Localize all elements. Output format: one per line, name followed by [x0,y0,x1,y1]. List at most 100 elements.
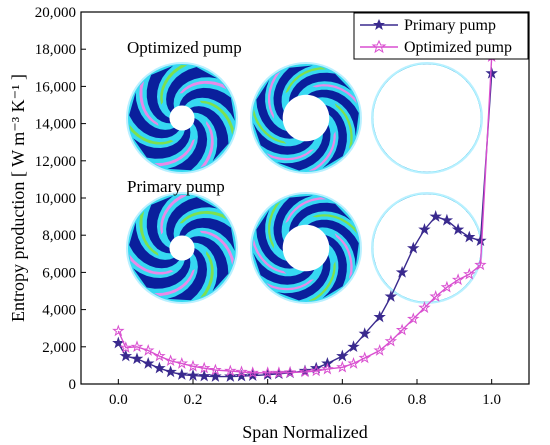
data-point-primary [175,368,189,380]
impeller-blade-highlight [285,197,327,224]
data-point-primary [112,336,125,349]
data-point-optimized [298,365,312,378]
data-point-primary [485,66,498,79]
y-tick-label: 10,000 [35,191,76,207]
impeller-disc [126,192,238,304]
data-point-optimized [384,334,398,347]
y-axis-title: Entropy production [ W m⁻³ K⁻¹ ] [8,74,28,322]
impeller-blade-passage [307,219,359,267]
data-point-primary [373,310,386,323]
series-layer [112,50,498,382]
impeller-blade-passage [179,87,235,121]
impeller-blade-highlight [253,238,287,274]
data-point-optimized [463,267,476,280]
impeller-blade-passage [256,79,295,139]
impeller-blade-passage [166,67,218,113]
impeller-blade-passage [146,65,174,124]
impeller-blade-passage [189,106,229,162]
legend-marker-primary [373,19,385,30]
y-tick-label: 0 [69,377,77,393]
impeller-blade-passage [288,72,352,103]
y-axis-ticks: 0 2,000 4,000 6,000 8,000 10,000 12,000 14,000 1… [35,5,86,393]
y-tick-label: 16,000 [35,79,76,95]
impeller-blade-highlight [285,67,327,94]
data-point-optimized [119,341,133,354]
impeller-blade-highlight [308,131,336,171]
impeller-blade-highlight [139,210,159,256]
inset-label-optimized: Optimized pump [127,38,242,57]
impeller-blade-passage [146,195,174,254]
impeller-blade-passage [256,209,295,269]
impeller-blade-highlight [266,149,314,161]
y-tick-label: 4,000 [42,303,76,319]
impeller-blade-highlight [268,201,281,249]
x-axis-title: Span Normalized [242,422,367,442]
impeller-hub [373,64,481,172]
y-tick-label: 12,000 [35,154,76,170]
impeller-blade-highlight [154,139,195,167]
impeller-blade-highlight [179,210,227,224]
impeller-blade-highlight [312,214,358,234]
x-tick-label: 0.4 [258,392,277,408]
impeller-blade-passage [322,104,347,169]
impeller-blade-highlight [154,269,195,297]
impeller-hub [282,94,330,142]
data-point-optimized [197,361,211,374]
impeller-blade-passage [307,89,359,137]
data-point-optimized [321,362,334,375]
impeller-blade-highlight [200,251,214,298]
data-point-optimized [440,280,454,293]
impeller-blade-passage [277,124,331,171]
impeller-disc [371,62,483,174]
data-point-optimized [373,343,386,356]
impeller-blade-highlight [312,84,357,104]
y-tick-label: 14,000 [35,117,76,133]
data-point-optimized [224,364,237,377]
impeller-blade-passage [129,92,180,139]
data-point-optimized [407,312,420,325]
impeller-blade-highlight [139,81,159,126]
data-point-primary [429,210,442,222]
impeller-blade-highlight [179,80,227,94]
data-point-primary [347,340,360,353]
impeller-blade-highlight [129,124,174,145]
data-point-optimized [272,366,285,379]
x-tick-label: 0.2 [184,392,203,408]
legend-label-primary: Primary pump [404,17,496,34]
x-axis-ticks: 0.0 0.2 0.4 0.6 0.8 1.0 [109,379,501,408]
data-point-optimized [451,273,465,286]
impeller-hub [282,224,330,272]
data-point-primary [164,365,177,378]
impeller-blade-passage [289,202,352,233]
impeller-hub [373,194,481,302]
impeller-blade-passage [322,234,347,299]
data-point-primary [235,369,248,382]
data-point-optimized [395,323,409,336]
data-point-optimized [474,258,487,271]
y-tick-label: 6,000 [42,265,76,281]
inset-label-primary: Primary pump [127,177,225,196]
data-point-optimized [209,363,222,376]
data-point-primary [298,364,312,377]
data-point-primary [186,369,200,381]
data-point-primary [451,223,465,235]
data-point-optimized [309,364,323,377]
impeller-blade-highlight [253,108,287,144]
data-point-primary [336,349,349,362]
impeller-blade-highlight [334,233,353,280]
data-point-primary [224,370,237,382]
impeller-disc [371,192,483,304]
data-point-optimized [418,301,431,314]
data-point-optimized [336,360,349,373]
impeller-blade-highlight [160,195,188,235]
data-point-primary [358,327,371,340]
data-point-optimized [261,366,274,379]
series-line-optimized [117,56,493,374]
impeller-disc [250,62,362,174]
impeller-blade-highlight [199,100,234,135]
impeller-blade-highlight [266,279,314,291]
impeller-contour-insets [126,62,483,304]
data-point-optimized [358,351,371,364]
impeller-disc [250,192,362,304]
